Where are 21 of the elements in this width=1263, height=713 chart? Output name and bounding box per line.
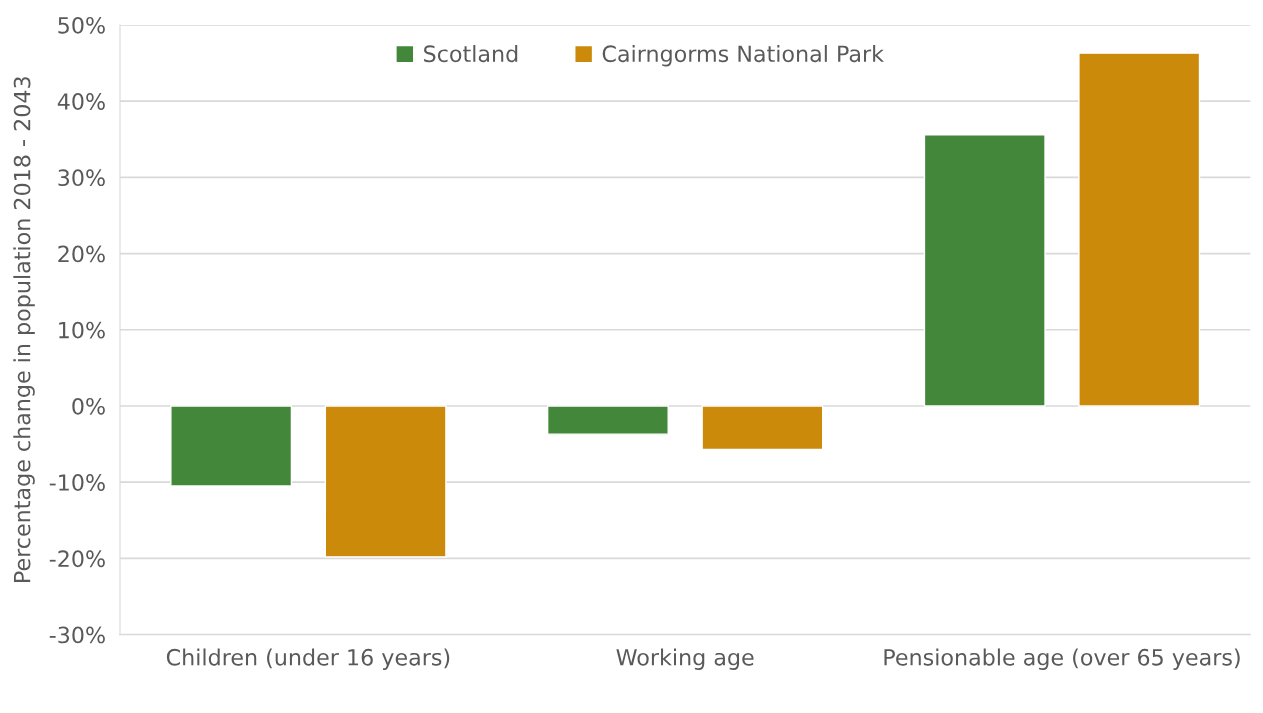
y-tick-label: 0% — [72, 397, 105, 415]
bar — [324, 405, 447, 558]
y-tick-label: 10% — [59, 321, 105, 339]
y-tick-label: 20% — [58, 245, 105, 263]
y-tick-label: -10% — [49, 474, 105, 491]
legend-label: Cairngorms National Park — [602, 44, 884, 67]
bar — [923, 133, 1046, 407]
y-tick-label: -20% — [49, 550, 105, 568]
y-tick-label: 40% — [57, 93, 105, 110]
y-axis-title: Percentage change in population 2018 - 2043 — [13, 77, 35, 582]
y-tick-label: 50% — [58, 16, 105, 34]
legend-label: Scotland — [424, 44, 518, 63]
x-tick-label: Working age — [616, 648, 754, 670]
bar — [701, 405, 824, 451]
y-tick-label: -30% — [49, 626, 105, 644]
bar — [546, 405, 669, 435]
y-tick-label: 30% — [58, 169, 105, 187]
x-tick-label: Pensionable age (over 65 years) — [884, 648, 1240, 670]
x-tick-label: Children (under 16 years) — [166, 648, 450, 670]
bar — [1078, 52, 1201, 407]
bar — [170, 405, 293, 487]
